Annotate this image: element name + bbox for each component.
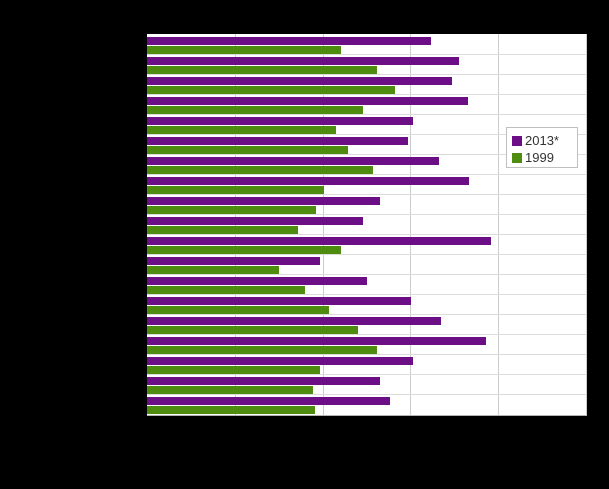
vertical-gridline xyxy=(410,34,412,415)
bar-2013-row-14 xyxy=(147,297,411,305)
horizontal-gridline xyxy=(147,294,586,295)
bar-1999-row-8 xyxy=(147,186,324,194)
bar-2013-row-18 xyxy=(147,377,380,385)
horizontal-gridline xyxy=(147,94,586,95)
bar-2013-row-2 xyxy=(147,57,459,65)
bar-1999-row-18 xyxy=(147,386,313,394)
legend: 2013* 1999 xyxy=(506,127,578,168)
bar-2013-row-12 xyxy=(147,257,320,265)
horizontal-gridline xyxy=(147,354,586,355)
bar-1999-row-2 xyxy=(147,66,377,74)
horizontal-gridline xyxy=(147,254,586,255)
horizontal-gridline xyxy=(147,314,586,315)
legend-swatch-2013-icon xyxy=(512,135,522,146)
horizontal-gridline xyxy=(147,274,586,275)
bar-2013-row-7 xyxy=(147,157,439,165)
bar-1999-row-13 xyxy=(147,286,305,294)
bar-1999-row-11 xyxy=(147,246,341,254)
horizontal-gridline xyxy=(147,114,586,115)
bar-2013-row-5 xyxy=(147,117,413,125)
bar-2013-row-3 xyxy=(147,77,452,85)
bar-1999-row-19 xyxy=(147,406,315,414)
bar-1999-row-6 xyxy=(147,146,348,154)
bar-2013-row-8 xyxy=(147,177,469,185)
legend-label-2013: 2013* xyxy=(525,133,559,148)
bar-1999-row-3 xyxy=(147,86,395,94)
bar-1999-row-10 xyxy=(147,226,298,234)
vertical-gridline xyxy=(498,34,500,415)
horizontal-gridline xyxy=(147,74,586,75)
horizontal-gridline xyxy=(147,134,586,135)
bar-1999-row-17 xyxy=(147,366,320,374)
legend-item-1999: 1999 xyxy=(512,149,577,166)
bar-2013-row-4 xyxy=(147,97,468,105)
bar-1999-row-9 xyxy=(147,206,316,214)
bar-2013-row-1 xyxy=(147,37,431,45)
horizontal-gridline xyxy=(147,334,586,335)
bar-1999-row-4 xyxy=(147,106,363,114)
horizontal-gridline xyxy=(147,174,586,175)
horizontal-gridline xyxy=(147,54,586,55)
plot-area xyxy=(147,34,587,416)
bar-2013-row-15 xyxy=(147,317,441,325)
horizontal-gridline xyxy=(147,194,586,195)
bar-2013-row-9 xyxy=(147,197,380,205)
bar-1999-row-16 xyxy=(147,346,377,354)
horizontal-gridline xyxy=(147,154,586,155)
legend-item-2013: 2013* xyxy=(512,132,577,149)
legend-swatch-1999-icon xyxy=(512,152,522,163)
bar-1999-row-12 xyxy=(147,266,279,274)
bar-1999-row-14 xyxy=(147,306,329,314)
horizontal-gridline xyxy=(147,394,586,395)
legend-label-1999: 1999 xyxy=(525,150,554,165)
horizontal-gridline xyxy=(147,234,586,235)
bar-1999-row-7 xyxy=(147,166,373,174)
horizontal-gridline xyxy=(147,214,586,215)
bar-1999-row-5 xyxy=(147,126,336,134)
bar-2013-row-16 xyxy=(147,337,486,345)
bar-2013-row-17 xyxy=(147,357,413,365)
bar-1999-row-1 xyxy=(147,46,341,54)
bar-2013-row-13 xyxy=(147,277,367,285)
horizontal-gridline xyxy=(147,374,586,375)
bar-2013-row-11 xyxy=(147,237,491,245)
bar-1999-row-15 xyxy=(147,326,358,334)
bar-2013-row-10 xyxy=(147,217,363,225)
bar-2013-row-19 xyxy=(147,397,390,405)
bar-2013-row-6 xyxy=(147,137,408,145)
